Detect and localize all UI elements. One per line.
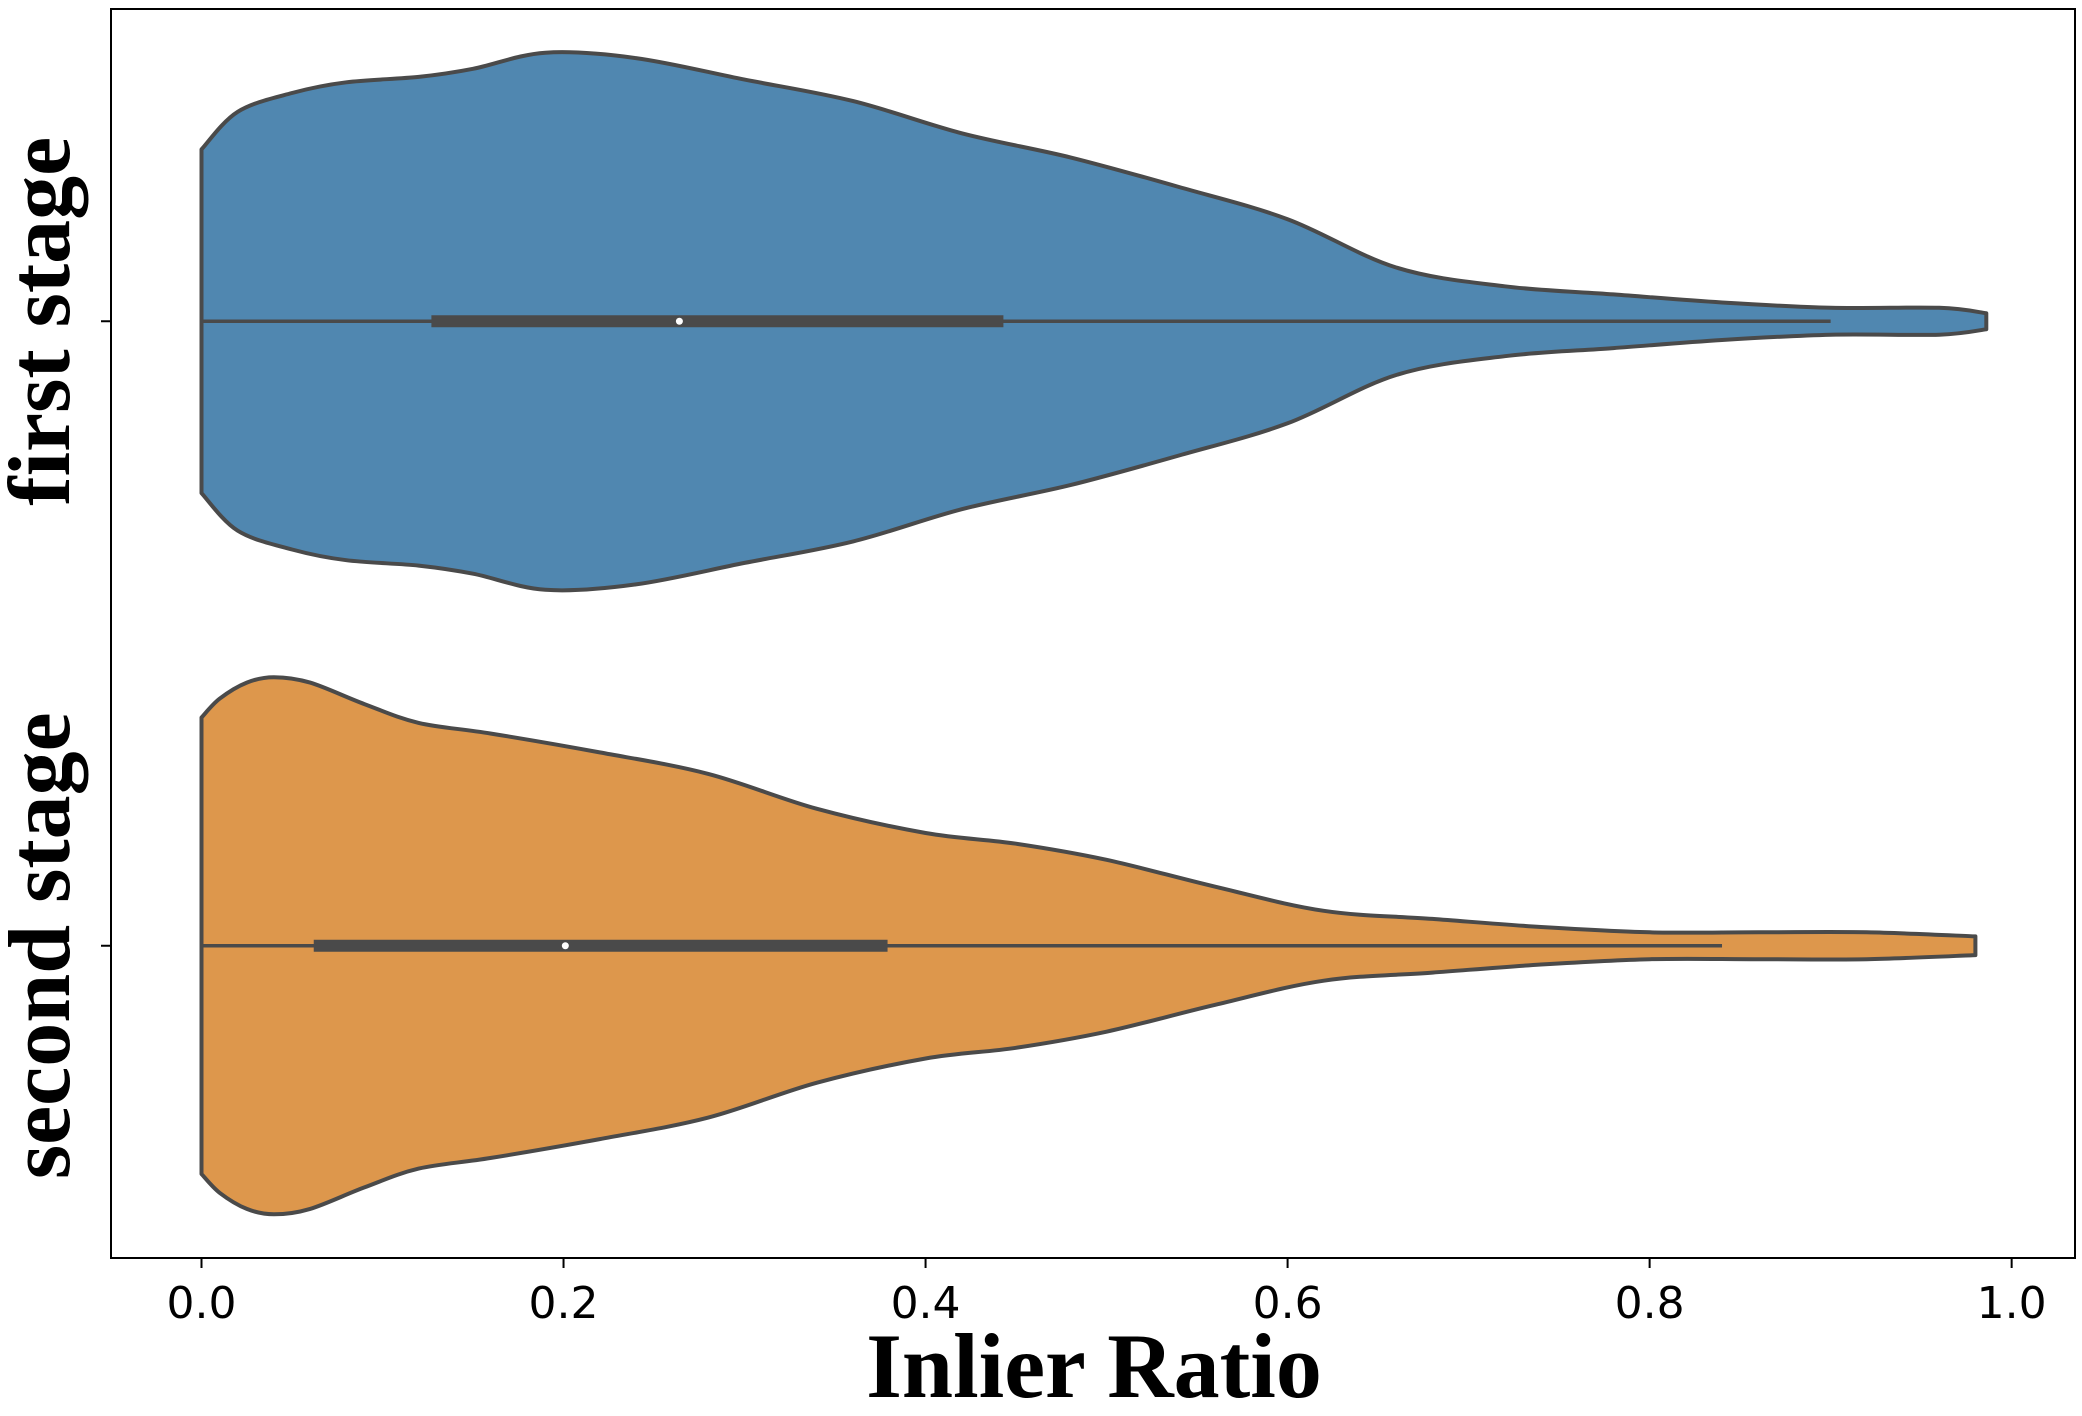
x-tick-label-0.2: 0.2 — [529, 1278, 599, 1329]
violins-layer — [199, 50, 1989, 1217]
x-tick-label-0.6: 0.6 — [1253, 1278, 1323, 1329]
median-dot-first-stage — [675, 317, 683, 325]
x-tick-label-0.4: 0.4 — [891, 1278, 961, 1329]
iqr-box-second-stage — [313, 939, 888, 952]
x-tick-label-1.0: 1.0 — [1977, 1278, 2047, 1329]
plot-frame — [110, 8, 2076, 1259]
y-axis-ticks: first stage second stage — [0, 137, 111, 1179]
x-axis-title: Inlier Ratio — [866, 1315, 1322, 1416]
x-axis-ticks: 0.0 0.2 0.4 0.6 0.8 1.0 — [167, 1258, 2047, 1329]
x-tick-label-0.8: 0.8 — [1615, 1278, 1685, 1329]
y-tick-label-first-stage: first stage — [0, 137, 89, 506]
y-tick-label-second-stage: second stage — [0, 712, 89, 1179]
iqr-box-first-stage — [431, 315, 1004, 328]
median-dot-second-stage — [561, 942, 569, 950]
x-tick-label-0.0: 0.0 — [167, 1278, 237, 1329]
